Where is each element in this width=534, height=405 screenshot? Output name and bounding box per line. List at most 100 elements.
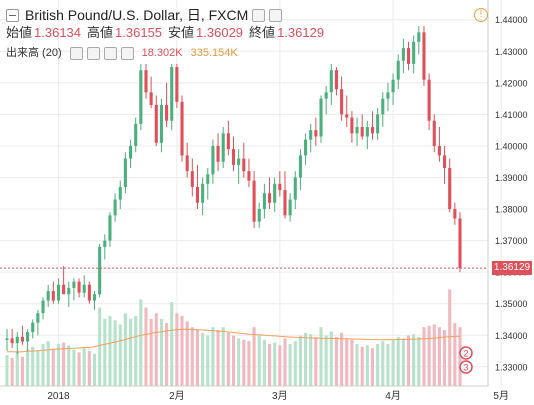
y-tick-label: 1.43000 [495, 47, 528, 57]
candle-body [237, 158, 241, 165]
candle-body [396, 60, 400, 80]
more-icon[interactable] [269, 8, 283, 22]
high-label: 高値 [87, 25, 114, 40]
candle-body [386, 92, 390, 99]
candle-body [443, 155, 447, 169]
volume-bar [5, 355, 9, 386]
volume-bar [391, 339, 395, 386]
volume-bar [298, 335, 302, 386]
candle-body [82, 284, 86, 293]
close-value: 1.36129 [277, 25, 325, 40]
alert-icon[interactable]: ! [474, 8, 488, 22]
volume-bar [31, 346, 35, 386]
volume-bar [242, 339, 246, 386]
settings-icon[interactable] [252, 8, 266, 22]
x-tick-label: 4月 [385, 390, 401, 402]
candle-body [437, 145, 441, 156]
candle-body [26, 332, 30, 342]
volume-bar [283, 338, 287, 386]
candle-body [201, 183, 205, 203]
candle-body [154, 104, 158, 143]
volume-bar [370, 348, 375, 386]
volume-bar [113, 320, 117, 386]
volume-bar [51, 349, 55, 386]
volume-value: 18.302K [141, 47, 183, 59]
x-tick-label: 2018 [47, 391, 70, 402]
candle-body [267, 193, 272, 203]
candle-body [72, 281, 76, 288]
candle-body [278, 183, 282, 191]
volume-bar [340, 332, 344, 386]
candle-body [36, 313, 40, 323]
volume-bar [165, 323, 169, 386]
x-axis: 2018 2月 3月 4月 5月 [47, 390, 509, 402]
volume-bar [139, 299, 143, 386]
volume-bar [15, 352, 19, 386]
volume-bar [170, 302, 174, 386]
volume-bar [216, 330, 220, 386]
volume-bar [432, 324, 436, 386]
volume-bar [237, 338, 241, 386]
volume-bar [175, 313, 179, 386]
volume-bar [309, 334, 313, 386]
volume-close-icon[interactable] [120, 46, 134, 60]
candle-body [134, 123, 138, 146]
candle-body [262, 193, 266, 210]
candle-body [376, 114, 380, 134]
volume-bar [144, 307, 148, 386]
candle-body [283, 190, 287, 216]
y-tick-label: 1.41000 [495, 110, 528, 120]
volume-bar [56, 344, 61, 386]
candle-body [5, 338, 9, 340]
volume-bar [278, 345, 282, 386]
candle-body [273, 183, 277, 203]
y-tick-label: 1.37000 [495, 236, 528, 246]
candle-body [144, 70, 148, 93]
volume-bar [247, 341, 251, 386]
candle-body [242, 158, 246, 172]
candle-body [422, 32, 426, 80]
volume-bar [149, 318, 153, 386]
volume-bar [206, 335, 210, 386]
volume-bar [288, 344, 292, 386]
low-value: 1.36029 [196, 25, 244, 40]
volume-bar [345, 338, 349, 386]
volume-bar [314, 337, 318, 386]
volume-bar [226, 332, 230, 386]
volume-bar [329, 331, 333, 386]
candle-body [56, 284, 61, 301]
eye-icon[interactable] [69, 46, 83, 60]
volume-bar [87, 351, 91, 386]
volume-more-icon[interactable] [103, 46, 117, 60]
candle-body [427, 79, 431, 121]
volume-bar [360, 346, 364, 386]
candle-body [139, 70, 143, 124]
volume-label: 出来高 (20) [6, 47, 62, 59]
candle-body [448, 168, 452, 210]
volume-bar [185, 321, 189, 386]
collapse-toggle-icon[interactable] [6, 8, 19, 22]
volume-bar [195, 330, 200, 386]
volume-bar [458, 327, 462, 386]
candle-body [118, 186, 122, 200]
candle-body [319, 98, 323, 137]
candle-body [355, 127, 359, 134]
volume-bar [427, 325, 431, 386]
volume-bar [334, 337, 338, 386]
volume-bar [98, 307, 102, 386]
volume-bar [92, 353, 97, 386]
candle-body [159, 104, 163, 143]
candle-body [77, 281, 81, 293]
volume-bar [26, 349, 30, 386]
candle-body [417, 32, 421, 42]
last-price-tag: 1.36129 [492, 261, 532, 276]
candle-body [329, 70, 333, 93]
candle-body [129, 145, 133, 159]
volume-settings-icon[interactable] [86, 46, 100, 60]
candle-body [41, 300, 45, 314]
candle-body [412, 41, 416, 64]
volume-bar [422, 327, 426, 386]
volume-bar [355, 344, 359, 386]
volume-bar [108, 316, 112, 386]
candle-body [92, 294, 97, 301]
